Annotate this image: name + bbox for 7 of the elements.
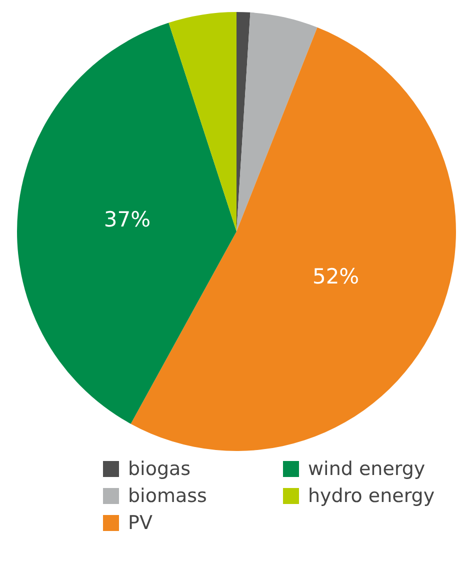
- legend-label: wind energy: [308, 458, 426, 480]
- legend-label: hydro energy: [308, 484, 435, 506]
- data-label: 37%: [104, 208, 151, 232]
- legend-label: biogas: [128, 458, 191, 480]
- legend-label: PV: [128, 512, 152, 534]
- data-label: 52%: [312, 264, 360, 289]
- legend-label: biomass: [128, 484, 207, 506]
